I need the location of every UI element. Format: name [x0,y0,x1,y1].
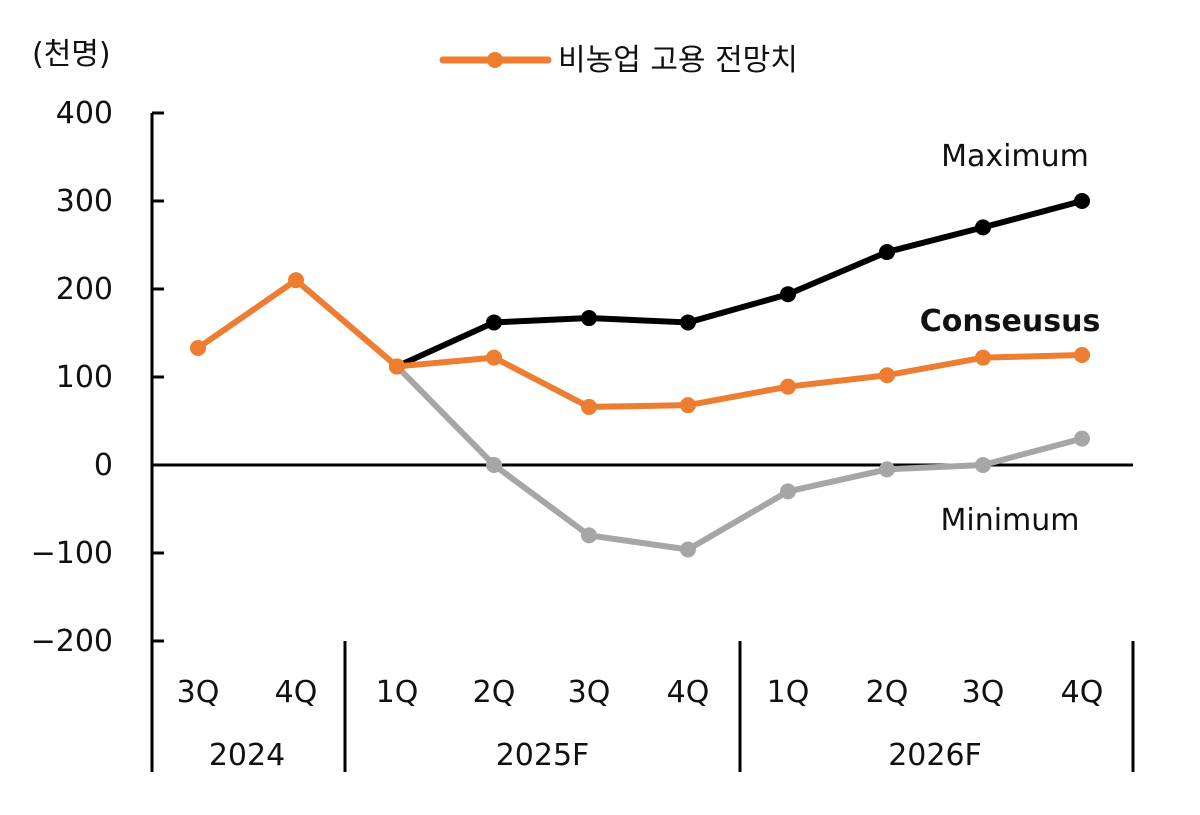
series-layer [190,193,1090,558]
x-group-label: 2025F [496,738,590,773]
y-tick-label: −200 [31,624,113,659]
data-point-minimum [1074,430,1090,447]
x-tick-label: 4Q [275,675,318,710]
x-tick-label: 4Q [1061,675,1104,710]
x-tick-label: 3Q [568,675,611,710]
data-point-conseusus [190,339,206,356]
data-point-minimum [879,461,895,478]
legend-label: 비농업 고용 전망치 [558,43,798,78]
y-tick-label: 0 [94,448,113,483]
data-point-minimum [680,541,696,558]
data-point-minimum [486,457,502,473]
data-point-maximum [879,244,895,261]
x-tick-label: 3Q [177,675,220,710]
data-point-maximum [975,219,991,236]
data-point-minimum [581,527,597,544]
y-tick-label: 400 [56,96,113,131]
series-line-conseusus [195,277,1085,410]
labels: (천명) 비농업 고용 전망치 Maximum Conseusus Minimum [32,37,1100,538]
x-tick-label: 2Q [866,675,909,710]
annotation-maximum: Maximum [941,139,1089,174]
data-point-maximum [581,310,597,327]
y-tick-label: 300 [56,184,113,219]
x-tick-label: 3Q [962,675,1005,710]
axes: 400 300 200 100 0 −100 −200 3Q 4Q 1Q 2Q 3Q 4Q 1Q 2Q 3Q 4… [31,96,1135,773]
data-point-conseusus [486,349,502,366]
data-point-conseusus [1074,347,1090,363]
series-line-minimum [394,363,1085,553]
x-tick-label: 1Q [376,675,419,710]
data-point-minimum [975,457,991,473]
data-point-conseusus [288,272,304,289]
data-point-maximum [680,314,696,331]
data-point-minimum [780,483,796,500]
data-point-maximum [486,314,502,331]
y-tick-label: 100 [56,360,113,395]
data-point-conseusus [879,367,895,384]
data-point-maximum [780,286,796,303]
data-point-conseusus [389,358,405,375]
x-tick-label: 1Q [767,675,810,710]
y-tick-label: 200 [56,272,113,307]
data-point-maximum [1074,193,1090,209]
x-tick-label: 4Q [667,675,710,710]
x-tick-label: 2Q [473,675,516,710]
data-point-conseusus [680,397,696,414]
annotation-minimum: Minimum [940,503,1079,538]
annotation-conseusus: Conseusus [920,304,1101,339]
x-group-label: 2026F [888,738,982,773]
legend-marker [487,52,503,68]
series-line-maximum [394,198,1085,370]
data-point-conseusus [975,349,991,366]
data-point-conseusus [780,378,796,395]
x-group-label: 2024 [209,738,285,773]
data-point-conseusus [581,398,597,415]
y-tick-label: −100 [31,536,113,571]
unit-label: (천명) [32,37,111,72]
